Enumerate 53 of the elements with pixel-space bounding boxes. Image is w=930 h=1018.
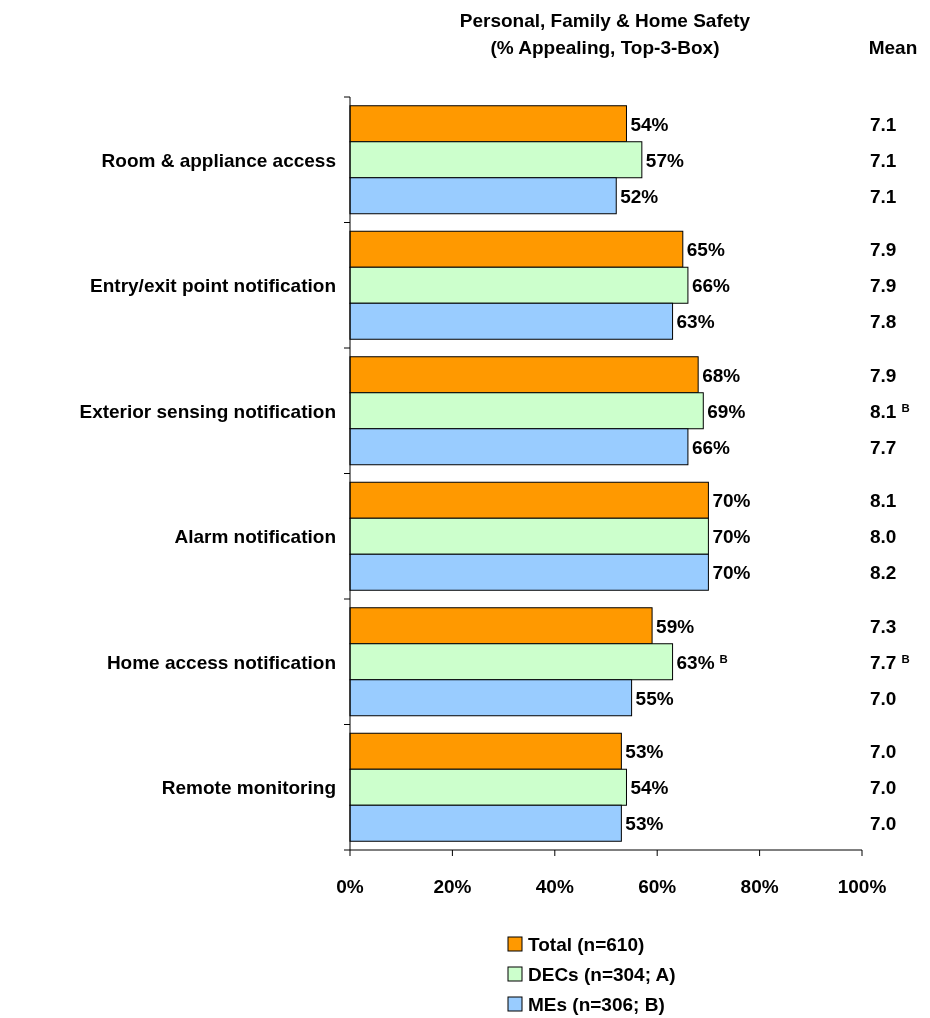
text: 8.1$^{B}$ [870, 400, 910, 422]
data-label: 66% [691, 436, 731, 458]
text: 7.0 [870, 741, 897, 763]
text: 7.7$^{B}$ [870, 651, 910, 673]
text: 7.9 [870, 275, 897, 297]
text: 7.1 [870, 185, 897, 207]
text: 8.0 [870, 526, 897, 548]
text: 7.3 [870, 615, 897, 637]
x-tick-label: 100% [837, 876, 887, 897]
data-label: 70% [712, 526, 751, 548]
x-tick-label: 20% [433, 876, 472, 897]
y-tick-label: Exterior sensing notification [79, 400, 336, 422]
y-tick-label: Remote monitoring [161, 777, 336, 799]
data-label: 66% [691, 275, 731, 297]
data-label: 57% [645, 149, 684, 171]
text: 7.9 [870, 239, 897, 261]
y-tick-label: Entry/exit point notification [90, 275, 336, 297]
data-label: 52% [620, 185, 659, 207]
data-label: 68% [702, 364, 741, 386]
text: 7.7 [870, 436, 897, 458]
data-label: 65% [686, 239, 725, 261]
legend-label: MEs (n=306; B) [528, 994, 665, 1015]
text: 8.2 [870, 562, 897, 584]
chart-title: Personal, Family & Home Safety (% Appealing, Top-3-Box) [459, 10, 751, 58]
data-label: 54% [630, 113, 669, 135]
text: 7.0 [870, 777, 897, 799]
y-tick-label: Alarm notification [174, 526, 336, 548]
y-tick-label: Room & appliance access [101, 149, 336, 171]
text: 7.1 [870, 149, 897, 171]
text: 7.9 [870, 364, 897, 386]
data-label: 70% [712, 562, 751, 584]
data-label: 59% [656, 615, 695, 637]
x-tick-label: 60% [638, 876, 677, 897]
data-label: 53% [625, 813, 664, 835]
legend-label: DECs (n=304; A) [528, 964, 676, 985]
data-label: 55% [635, 687, 674, 709]
text: Mean [868, 37, 918, 58]
text: 8.1 [870, 490, 897, 512]
legend-label: Total (n=610) [528, 934, 645, 955]
x-tick-label: 0% [336, 876, 364, 897]
y-tick-label: Home access notification [106, 651, 336, 673]
text: 7.8 [870, 311, 897, 333]
text: 7.0 [870, 813, 897, 835]
data-label: 70% [712, 490, 751, 512]
x-tick-label: 80% [740, 876, 779, 897]
x-tick-label: 40% [535, 876, 574, 897]
data-label: 69% [707, 400, 746, 422]
text: 7.1 [870, 113, 897, 135]
text: 7.0 [870, 687, 897, 709]
data-label: 63% [676, 311, 715, 333]
data-label: 63%$^{B}$ [676, 651, 728, 673]
data-label: 54% [630, 777, 669, 799]
data-label: 53% [625, 741, 664, 763]
